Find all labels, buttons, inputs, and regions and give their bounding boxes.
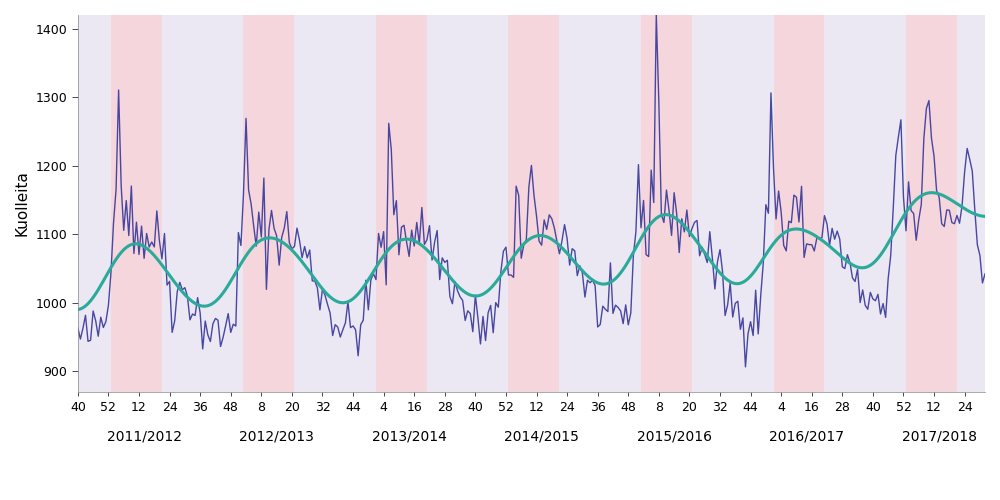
Bar (559, 15, 608, 392)
Bar (210, 15, 243, 392)
Bar (376, 15, 427, 392)
Bar (740, 15, 774, 392)
Text: 2016/2017: 2016/2017 (769, 430, 844, 444)
Bar (824, 15, 873, 392)
Text: 2013/2014: 2013/2014 (372, 430, 447, 444)
Bar (641, 15, 692, 392)
Text: 2017/2018: 2017/2018 (902, 430, 977, 444)
Text: 2012/2013: 2012/2013 (239, 430, 314, 444)
Bar (294, 15, 343, 392)
Bar (343, 15, 376, 392)
Bar (475, 15, 508, 392)
Bar (111, 15, 162, 392)
Bar (906, 15, 957, 392)
Bar (243, 15, 294, 392)
Bar (78, 15, 111, 392)
Bar (508, 15, 559, 392)
Bar (608, 15, 641, 392)
Text: 2014/2015: 2014/2015 (504, 430, 579, 444)
Text: 2011/2012: 2011/2012 (107, 430, 182, 444)
Bar (774, 15, 824, 392)
Bar (162, 15, 210, 392)
Bar (692, 15, 740, 392)
Y-axis label: Kuolleita: Kuolleita (15, 170, 30, 236)
Bar (873, 15, 906, 392)
Text: 2015/2016: 2015/2016 (637, 430, 712, 444)
Bar (427, 15, 475, 392)
Bar (957, 15, 988, 392)
